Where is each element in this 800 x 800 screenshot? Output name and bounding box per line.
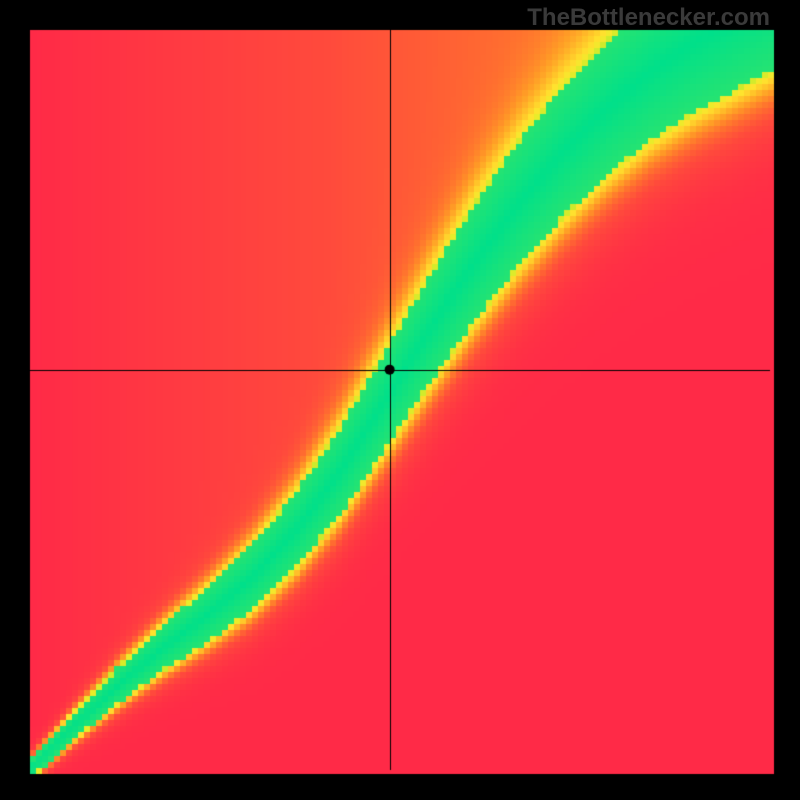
watermark-text: TheBottlenecker.com — [527, 4, 770, 32]
bottleneck-heatmap-canvas — [0, 0, 800, 800]
chart-container: TheBottlenecker.com — [0, 0, 800, 800]
